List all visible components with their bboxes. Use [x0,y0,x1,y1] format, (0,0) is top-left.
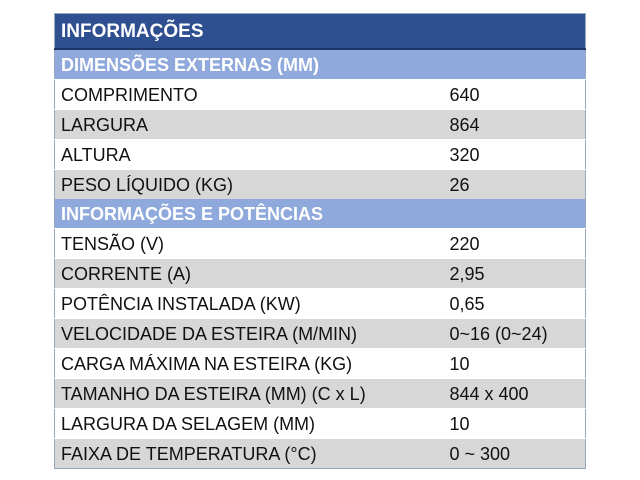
row-label: TAMANHO DA ESTEIRA (MM) (C x L) [54,378,444,409]
row-label: CORRENTE (A) [54,258,444,289]
row-value: 220 [443,228,586,259]
row-value: 844 x 400 [443,378,586,409]
table-row: COMPRIMENTO 640 [54,79,586,110]
table-row: CORRENTE (A) 2,95 [54,258,586,289]
row-label: LARGURA [54,109,444,140]
section-heading-row: DIMENSÕES EXTERNAS (MM) [54,49,586,80]
table-row: LARGURA 864 [54,109,586,140]
row-label: CARGA MÁXIMA NA ESTEIRA (KG) [54,348,444,379]
row-value: 864 [443,109,586,140]
row-label: FAIXA DE TEMPERATURA (°C) [54,438,444,469]
row-label: ALTURA [54,139,444,170]
table-title-row: INFORMAÇÕES [54,13,586,50]
section-heading-dimensions: DIMENSÕES EXTERNAS (MM) [54,49,586,80]
section-heading-power: INFORMAÇÕES E POTÊNCIAS [54,199,586,229]
row-label: COMPRIMENTO [54,79,444,110]
row-value: 26 [443,169,586,199]
row-value: 2,95 [443,258,586,289]
table-row: FAIXA DE TEMPERATURA (°C) 0 ~ 300 [54,438,586,469]
table-title: INFORMAÇÕES [54,13,586,50]
row-value: 10 [443,408,586,439]
row-label: POTÊNCIA INSTALADA (KW) [54,288,444,319]
row-value: 320 [443,139,586,170]
row-label: LARGURA DA SELAGEM (MM) [54,408,444,439]
row-label: TENSÃO (V) [54,228,444,259]
row-value: 0 ~ 300 [443,438,586,469]
table-row: CARGA MÁXIMA NA ESTEIRA (KG) 10 [54,348,586,379]
row-value: 0,65 [443,288,586,319]
row-value: 640 [443,79,586,110]
table-row: ALTURA 320 [54,139,586,170]
table-row: TENSÃO (V) 220 [54,228,586,259]
row-value: 10 [443,348,586,379]
table-row: PESO LÍQUIDO (KG) 26 [54,169,586,199]
row-label: PESO LÍQUIDO (KG) [54,169,444,199]
table-row: POTÊNCIA INSTALADA (KW) 0,65 [54,288,586,319]
table-row: VELOCIDADE DA ESTEIRA (M/MIN) 0~16 (0~24… [54,318,586,349]
row-value: 0~16 (0~24) [443,318,586,349]
table-row: TAMANHO DA ESTEIRA (MM) (C x L) 844 x 40… [54,378,586,409]
row-label: VELOCIDADE DA ESTEIRA (M/MIN) [54,318,444,349]
table-row: LARGURA DA SELAGEM (MM) 10 [54,408,586,439]
section-heading-row: INFORMAÇÕES E POTÊNCIAS [54,199,586,229]
specifications-table: INFORMAÇÕES DIMENSÕES EXTERNAS (MM) COMP… [54,13,586,469]
